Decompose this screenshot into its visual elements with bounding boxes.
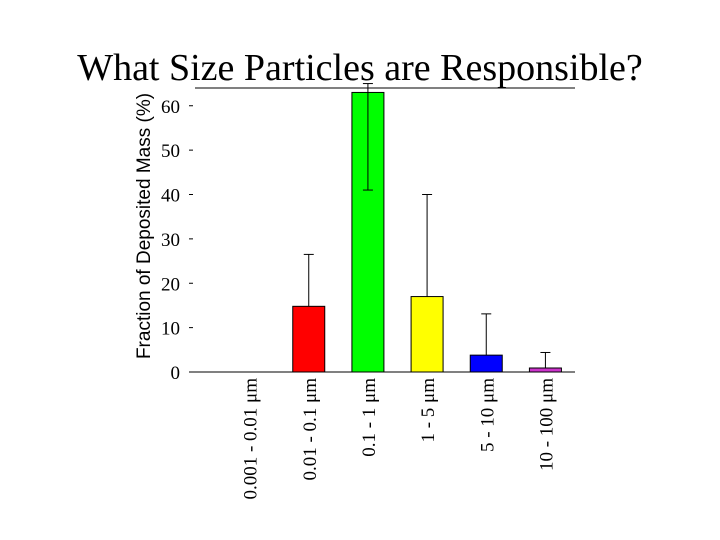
y-tick-label: 60 <box>161 97 180 118</box>
x-category-label: 0.1 - 1 μm <box>359 378 380 457</box>
x-category-label: 0.001 - 0.01 μm <box>241 378 262 500</box>
y-tick-label: 40 <box>161 186 180 207</box>
x-category-label: 1 - 5 μm <box>418 378 439 443</box>
bar <box>469 354 503 373</box>
y-axis: 0 10 20 30 40 50 60 <box>161 97 193 384</box>
bar <box>410 296 444 373</box>
y-tick-label: 50 <box>161 141 180 162</box>
y-tick-label: 30 <box>161 230 180 251</box>
bar <box>292 305 326 373</box>
y-tick-label: 20 <box>161 274 180 295</box>
x-category-label: 5 - 10 μm <box>477 378 498 452</box>
y-axis-title: Fraction of Deposited Mass (%) <box>134 93 155 359</box>
bar <box>528 367 562 373</box>
bar <box>351 91 385 373</box>
error-bars-group <box>303 83 551 369</box>
x-axis-labels: 0.001 - 0.01 μm 0.01 - 0.1 μm 0.1 - 1 μm 1 … <box>241 378 558 500</box>
y-tick-label: 10 <box>161 319 180 340</box>
bars-group <box>292 91 562 373</box>
x-category-label: 10 - 100 μm <box>536 378 557 471</box>
y-tick-label: 0 <box>171 363 181 384</box>
x-category-label: 0.01 - 0.1 μm <box>300 378 321 481</box>
slide-title: What Size Particles are Responsible? <box>77 47 643 89</box>
